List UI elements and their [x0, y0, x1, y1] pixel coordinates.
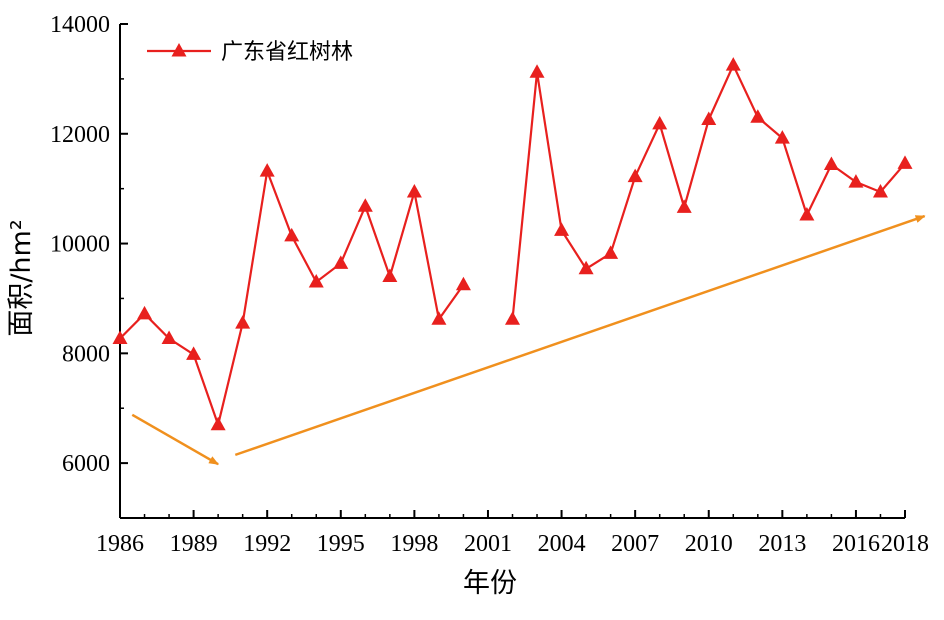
data-point-marker	[186, 346, 202, 360]
data-point-marker	[823, 156, 839, 171]
data-point-marker	[161, 330, 177, 345]
y-axis-title: 面积/hm²	[6, 219, 37, 336]
trend-arrow	[131, 413, 219, 466]
series-line	[119, 166, 465, 429]
x-tick-label: 2001	[464, 531, 512, 557]
data-point-marker	[382, 268, 398, 282]
data-point-marker	[701, 111, 717, 126]
data-point-marker	[505, 311, 520, 325]
data-point-marker	[529, 64, 545, 78]
data-point-marker	[406, 183, 422, 198]
y-tick-label: 10000	[50, 232, 110, 258]
data-point-marker	[284, 227, 300, 242]
data-point-marker	[431, 311, 447, 325]
data-point-marker	[725, 57, 741, 71]
data-point-marker	[210, 416, 226, 431]
data-point-marker	[774, 130, 790, 144]
data-point-marker	[259, 163, 275, 177]
legend-marker	[171, 43, 187, 57]
data-point-marker	[897, 155, 913, 169]
x-tick-label: 1989	[170, 531, 218, 557]
data-point-marker	[235, 315, 251, 329]
x-tick-label: 2018	[881, 531, 929, 557]
data-point-marker	[750, 109, 766, 123]
y-tick-label: 8000	[62, 341, 110, 367]
data-point-marker	[137, 305, 153, 320]
x-tick-label: 2016	[832, 531, 880, 557]
trend-arrow	[234, 214, 926, 457]
data-point-marker	[872, 183, 888, 198]
y-tick-label: 14000	[50, 12, 110, 38]
x-tick-label: 1995	[317, 531, 365, 557]
data-point-marker	[333, 255, 349, 269]
x-tick-label: 1992	[243, 531, 291, 557]
data-point-marker	[554, 222, 570, 236]
x-tick-label: 1998	[390, 531, 438, 557]
data-point-marker	[603, 245, 619, 259]
data-point-marker	[308, 273, 324, 288]
series-layer	[112, 57, 913, 431]
legend-label: 广东省红树林	[221, 40, 353, 65]
series-line	[511, 62, 906, 320]
legend: 广东省红树林	[147, 40, 353, 65]
data-point-marker	[578, 260, 594, 275]
ticks: 1986 1989 1992 1995 1998 2001 2004 2007 2010 2013…	[50, 12, 929, 557]
x-tick-label: 1986	[96, 531, 144, 557]
trend-arrows	[131, 214, 926, 466]
data-point-marker	[357, 198, 373, 212]
data-point-marker	[848, 174, 864, 188]
data-point-marker	[112, 330, 128, 345]
data-point-marker	[652, 115, 668, 130]
x-axis-title: 年份	[463, 568, 517, 599]
data-point-marker	[455, 276, 471, 291]
x-tick-label: 2013	[758, 531, 806, 557]
axes	[119, 24, 905, 519]
data-point-marker	[676, 199, 692, 213]
data-point-marker	[627, 168, 643, 183]
x-tick-label: 2007	[611, 531, 659, 557]
x-tick-label: 2004	[538, 531, 586, 557]
x-tick-label: 2010	[685, 531, 733, 557]
y-tick-label: 6000	[62, 451, 110, 477]
data-point-marker	[799, 207, 815, 221]
y-tick-label: 12000	[50, 122, 110, 148]
